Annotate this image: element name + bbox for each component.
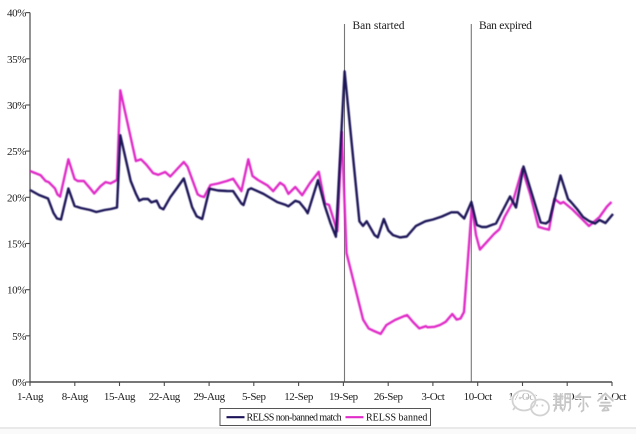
svg-text:Ban expired: Ban expired bbox=[479, 20, 532, 32]
svg-text:RELSS banned: RELSS banned bbox=[366, 413, 427, 424]
svg-text:20%: 20% bbox=[7, 192, 26, 204]
svg-text:19-Sep: 19-Sep bbox=[329, 391, 359, 403]
svg-text:12-Sep: 12-Sep bbox=[284, 391, 314, 403]
svg-text:Ban started: Ban started bbox=[353, 20, 405, 32]
svg-text:15-Aug: 15-Aug bbox=[104, 391, 136, 403]
svg-text:26-Sep: 26-Sep bbox=[374, 391, 404, 403]
svg-text:15%: 15% bbox=[7, 239, 26, 251]
svg-text:5%: 5% bbox=[12, 331, 26, 343]
svg-text:1-Aug: 1-Aug bbox=[17, 391, 44, 403]
svg-text:30%: 30% bbox=[7, 100, 26, 112]
svg-text:25%: 25% bbox=[7, 146, 26, 158]
svg-text:35%: 35% bbox=[7, 54, 26, 66]
svg-text:RELSS non-banned match: RELSS non-banned match bbox=[247, 413, 342, 424]
svg-text:10%: 10% bbox=[7, 285, 26, 297]
svg-text:3-Oct: 3-Oct bbox=[421, 391, 444, 403]
svg-text:10-Oct: 10-Oct bbox=[464, 391, 492, 403]
svg-text:40%: 40% bbox=[7, 8, 26, 20]
svg-text:5-Sep: 5-Sep bbox=[242, 391, 267, 403]
svg-text:0%: 0% bbox=[12, 377, 26, 389]
svg-text:8-Aug: 8-Aug bbox=[62, 391, 89, 403]
svg-text:22-Aug: 22-Aug bbox=[149, 391, 181, 403]
svg-text:29-Aug: 29-Aug bbox=[193, 391, 225, 403]
